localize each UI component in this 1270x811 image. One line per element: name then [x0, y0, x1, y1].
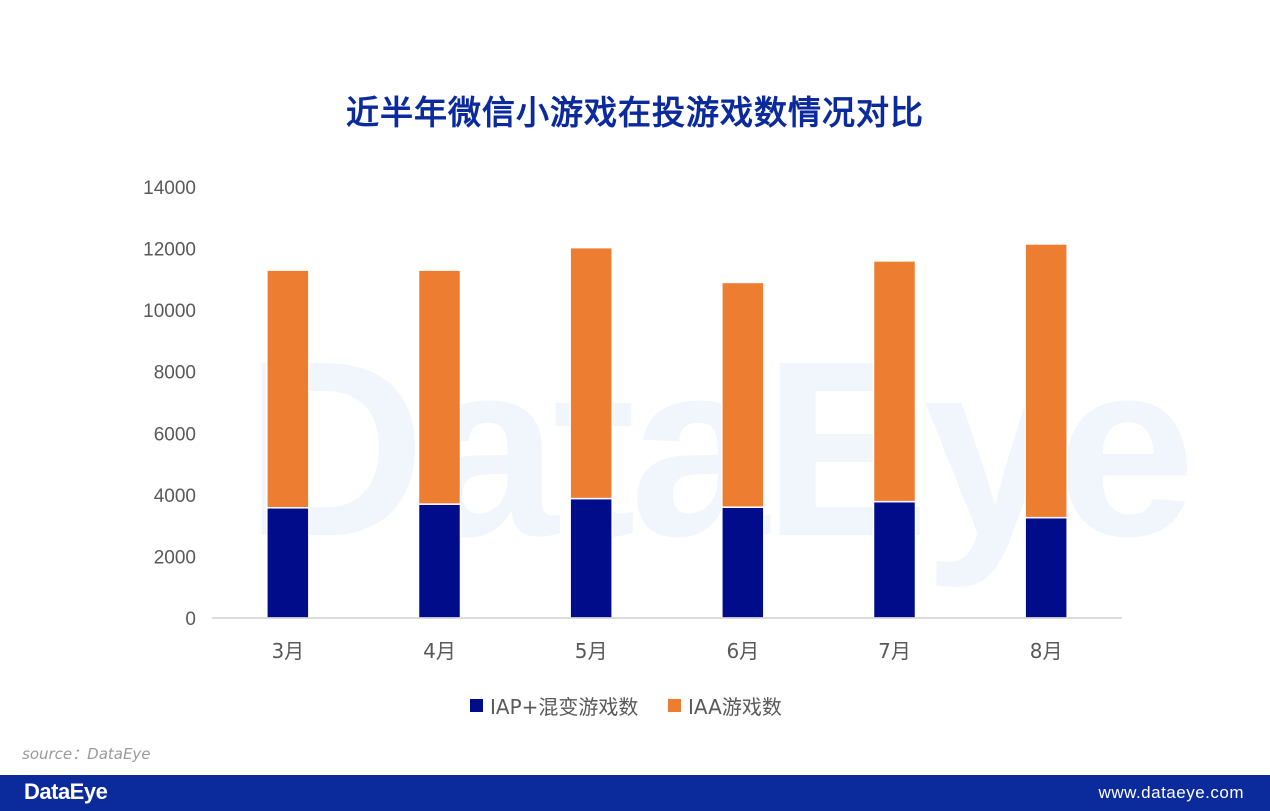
bar-segment-iaa [721, 281, 765, 508]
footer-bar: DataEye www.dataeye.com [0, 775, 1270, 811]
y-tick-label: 12000 [143, 240, 196, 261]
stacked-bar-chart: 0 2000 4000 6000 8000 10000 12000 14000 3月 4月 5月 6… [143, 178, 1122, 719]
x-tick-label: 5月 [575, 639, 608, 663]
x-tick-label: 7月 [878, 639, 911, 663]
footer-url[interactable]: www.dataeye.com [1098, 783, 1244, 802]
y-tick-label: 8000 [154, 363, 196, 384]
bar-segment-iaa [569, 246, 613, 500]
bar-segment-iap [569, 497, 613, 619]
bar-segment-iaa [266, 269, 310, 509]
bar-segment-iaa [1024, 243, 1068, 519]
x-tick-label: 6月 [726, 639, 759, 663]
chart-title: 近半年微信小游戏在投游戏数情况对比 [346, 93, 924, 132]
y-tick-label: 2000 [154, 547, 196, 568]
source-note: source：DataEye [22, 745, 151, 763]
legend-label: IAA游戏数 [688, 695, 782, 719]
y-tick-label: 0 [185, 609, 196, 630]
x-tick-label: 4月 [423, 639, 456, 663]
footer-logo: DataEye [24, 779, 108, 804]
legend-swatch [668, 699, 681, 712]
legend-label: IAP+混变游戏数 [490, 695, 638, 719]
bar-segment-iaa [872, 260, 917, 503]
bar-segment-iap [872, 500, 917, 619]
y-tick-label: 6000 [154, 424, 196, 445]
y-tick-label: 14000 [143, 178, 196, 199]
bar-segment-iap [721, 506, 765, 619]
y-tick-label: 4000 [154, 486, 196, 507]
legend-swatch [470, 699, 483, 712]
x-tick-label: 3月 [271, 639, 304, 663]
x-tick-label: 8月 [1030, 639, 1063, 663]
y-tick-label: 10000 [143, 301, 196, 322]
bar-segment-iap [417, 503, 462, 619]
bar-segment-iap [1024, 516, 1068, 619]
bar-segment-iaa [417, 269, 462, 505]
bar-segment-iap [266, 507, 310, 619]
